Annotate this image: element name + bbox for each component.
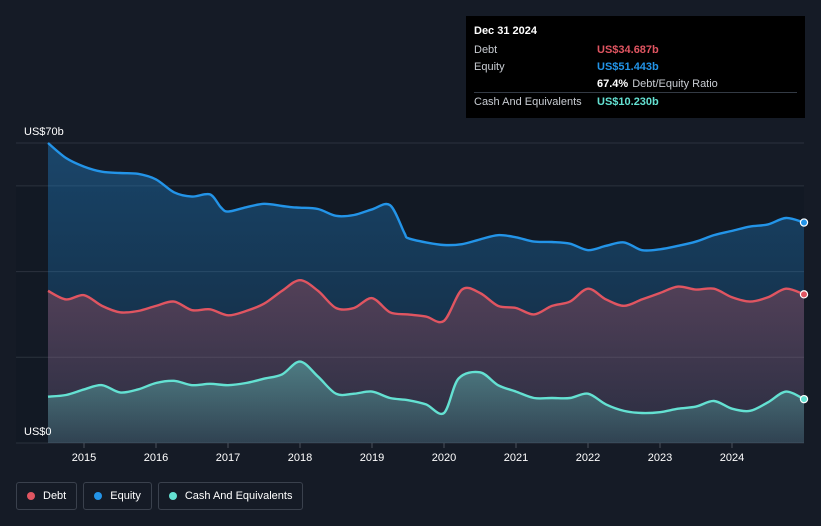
legend-label-debt: Debt bbox=[43, 490, 67, 502]
x-tick-label: 2015 bbox=[72, 452, 96, 464]
tooltip-equity-value: US$51.443b bbox=[597, 60, 659, 73]
legend-dot-cash bbox=[168, 492, 177, 500]
x-tick-label: 2020 bbox=[432, 452, 456, 464]
legend-label-cash: Cash And Equivalents bbox=[184, 490, 293, 502]
legend-label-equity: Equity bbox=[110, 490, 141, 502]
tooltip-cash-value: US$10.230b bbox=[597, 95, 659, 108]
series-layer bbox=[47, 142, 809, 443]
end-marker-cash bbox=[799, 394, 809, 404]
line-debt bbox=[47, 278, 805, 324]
x-tick-label: 2017 bbox=[216, 452, 240, 464]
axis-layer: US$70b US$0 2015 2016 2017 2018 2019 2020 2021 20… bbox=[24, 126, 744, 464]
tooltip-ratio-value: 67.4% bbox=[597, 77, 629, 90]
tooltip-equity-label: Equity bbox=[474, 60, 505, 73]
tooltip-row-cash: Cash And Equivalents US$10.230b bbox=[474, 92, 797, 110]
legend-item-cash[interactable]: Cash And Equivalents bbox=[157, 482, 304, 510]
x-tick-label: 2016 bbox=[144, 452, 168, 464]
x-tick-label: 2021 bbox=[504, 452, 528, 464]
y-tick-label: US$0 bbox=[24, 426, 52, 438]
legend-dot-equity bbox=[94, 492, 103, 500]
line-equity bbox=[47, 142, 805, 252]
legend-item-equity[interactable]: Equity bbox=[83, 482, 152, 510]
x-tick-label: 2022 bbox=[576, 452, 600, 464]
tooltip-date: Dec 31 2024 bbox=[474, 25, 537, 37]
tooltip-debt-value: US$34.687b bbox=[597, 43, 659, 56]
x-tick-label: 2019 bbox=[360, 452, 384, 464]
tooltip-debt-label: Debt bbox=[474, 43, 498, 56]
tooltip-row-equity: Equity US$51.443b bbox=[474, 58, 797, 75]
legend-dot-debt bbox=[27, 492, 35, 500]
tooltip-ratio-label: Debt/Equity Ratio bbox=[632, 77, 718, 90]
x-tick-label: 2018 bbox=[288, 452, 312, 464]
y-tick-label: US$70b bbox=[24, 126, 64, 138]
legend-item-debt[interactable]: Debt bbox=[16, 482, 78, 510]
area-cash bbox=[48, 361, 804, 443]
end-marker-equity bbox=[799, 218, 809, 227]
chart-legend: Debt Equity Cash And Equivalents bbox=[16, 482, 304, 510]
tooltip-row-ratio: 67.4% Debt/Equity Ratio bbox=[474, 75, 797, 92]
end-marker-debt bbox=[799, 290, 809, 299]
line-cash bbox=[47, 360, 805, 416]
tooltip-cash-label: Cash And Equivalents bbox=[474, 95, 582, 108]
tooltip-row-debt: Debt US$34.687b bbox=[474, 41, 797, 58]
x-tick-label: 2023 bbox=[648, 452, 672, 464]
x-tick-label: 2024 bbox=[720, 452, 744, 464]
tooltip-panel: Dec 31 2024 Debt US$34.687b Equity US$51… bbox=[466, 16, 805, 118]
